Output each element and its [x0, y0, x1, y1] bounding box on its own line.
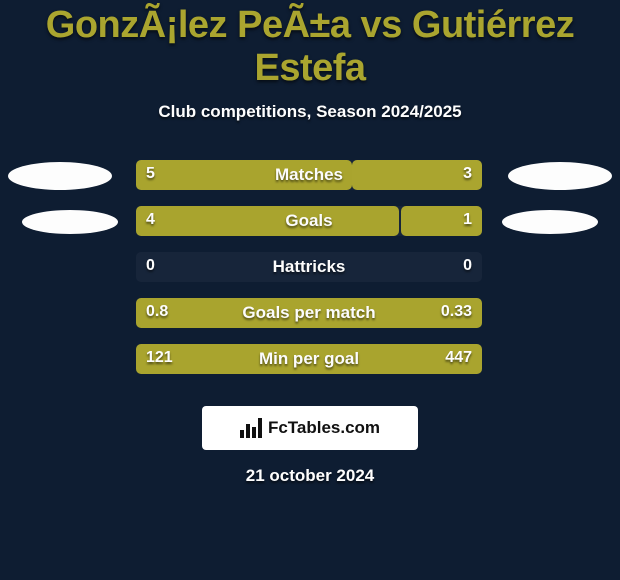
comparison-chart: Matches53 Goals41 Hattricks0 0 Goals per mat…: [0, 156, 620, 386]
stat-bar-left-fill: [136, 344, 482, 374]
stat-row: Min per goal121447: [0, 340, 620, 386]
stat-bar: Matches53: [136, 160, 482, 190]
brand-badge[interactable]: FcTables.com: [202, 406, 418, 450]
stat-bar: Hattricks0 0: [136, 252, 482, 282]
stat-row: Matches53: [0, 156, 620, 202]
comparison-title: GonzÃ¡lez PeÃ±a vs Gutiérrez Estefa: [0, 4, 620, 90]
stat-bar: Min per goal121447: [136, 344, 482, 374]
team-logo-right: [508, 162, 612, 190]
stat-bar-left-fill: [136, 160, 352, 190]
brand-badge-text: FcTables.com: [268, 418, 380, 438]
comparison-subtitle: Club competitions, Season 2024/2025: [0, 102, 620, 122]
bar-chart-icon: [240, 418, 262, 438]
stat-value-left: 0: [146, 257, 155, 275]
stat-bar-left-fill: [136, 298, 482, 328]
team-logo-right: [502, 210, 598, 234]
snapshot-date: 21 october 2024: [0, 466, 620, 486]
stat-value-right: 0: [463, 257, 472, 275]
stat-row: Hattricks0 0: [0, 248, 620, 294]
team-logo-left: [8, 162, 112, 190]
stat-row: Goals41: [0, 202, 620, 248]
stat-label: Hattricks: [136, 257, 482, 277]
stat-bar-right-fill: [401, 206, 482, 236]
stat-bar-right-fill: [352, 160, 482, 190]
stat-row: Goals per match0.80.33: [0, 294, 620, 340]
stat-bar: Goals per match0.80.33: [136, 298, 482, 328]
stat-bar: Goals41: [136, 206, 482, 236]
team-logo-left: [22, 210, 118, 234]
stat-bar-left-fill: [136, 206, 399, 236]
